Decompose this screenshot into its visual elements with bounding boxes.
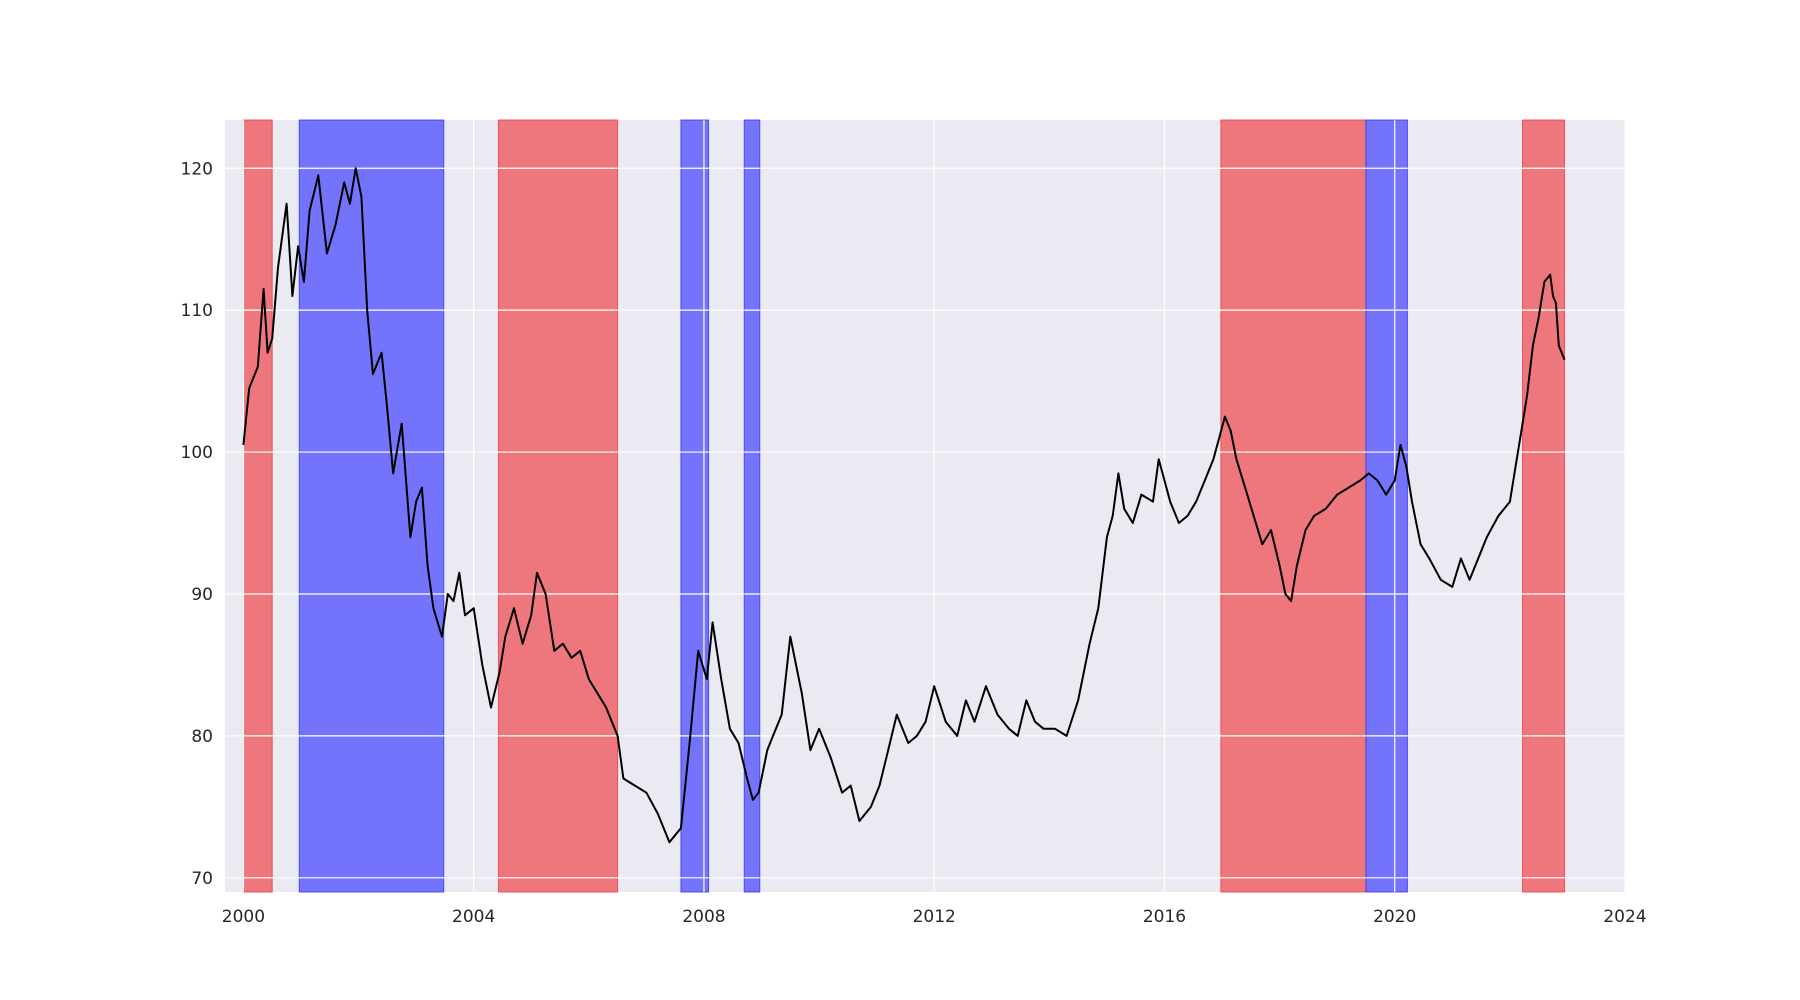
red-shaded-region: [1220, 119, 1367, 893]
y-tick-label: 110: [181, 301, 213, 321]
red-shaded-region: [497, 119, 619, 893]
blue-shaded-region: [1365, 119, 1408, 893]
blue-shaded-region: [743, 119, 761, 893]
x-tick-label: 2016: [1143, 907, 1186, 927]
gridlines: [225, 120, 1626, 892]
y-tick-label: 70: [191, 869, 213, 889]
y-tick-label: 120: [181, 159, 213, 179]
series-line: [242, 167, 1566, 844]
x-tick-label: 2020: [1373, 907, 1416, 927]
red-shaded-region: [242, 119, 273, 893]
y-tick-label: 80: [191, 727, 213, 747]
x-tick-label: 2012: [913, 907, 956, 927]
y-tick-label: 90: [191, 585, 213, 605]
x-tick-label: 2024: [1603, 907, 1646, 927]
series-layer: [242, 167, 1566, 844]
shaded-regions: [242, 119, 1566, 893]
y-axis-ticks: 70 80 90 100 110 120: [181, 159, 213, 889]
x-tick-label: 2000: [222, 907, 265, 927]
red-shaded-region: [1522, 119, 1566, 893]
x-tick-label: 2004: [452, 907, 495, 927]
x-axis-ticks: 2000 2004 2008 2012 2016 2020 2024: [222, 907, 1647, 927]
blue-shaded-region: [298, 119, 445, 893]
y-tick-label: 100: [181, 443, 213, 463]
x-tick-label: 2008: [682, 907, 725, 927]
